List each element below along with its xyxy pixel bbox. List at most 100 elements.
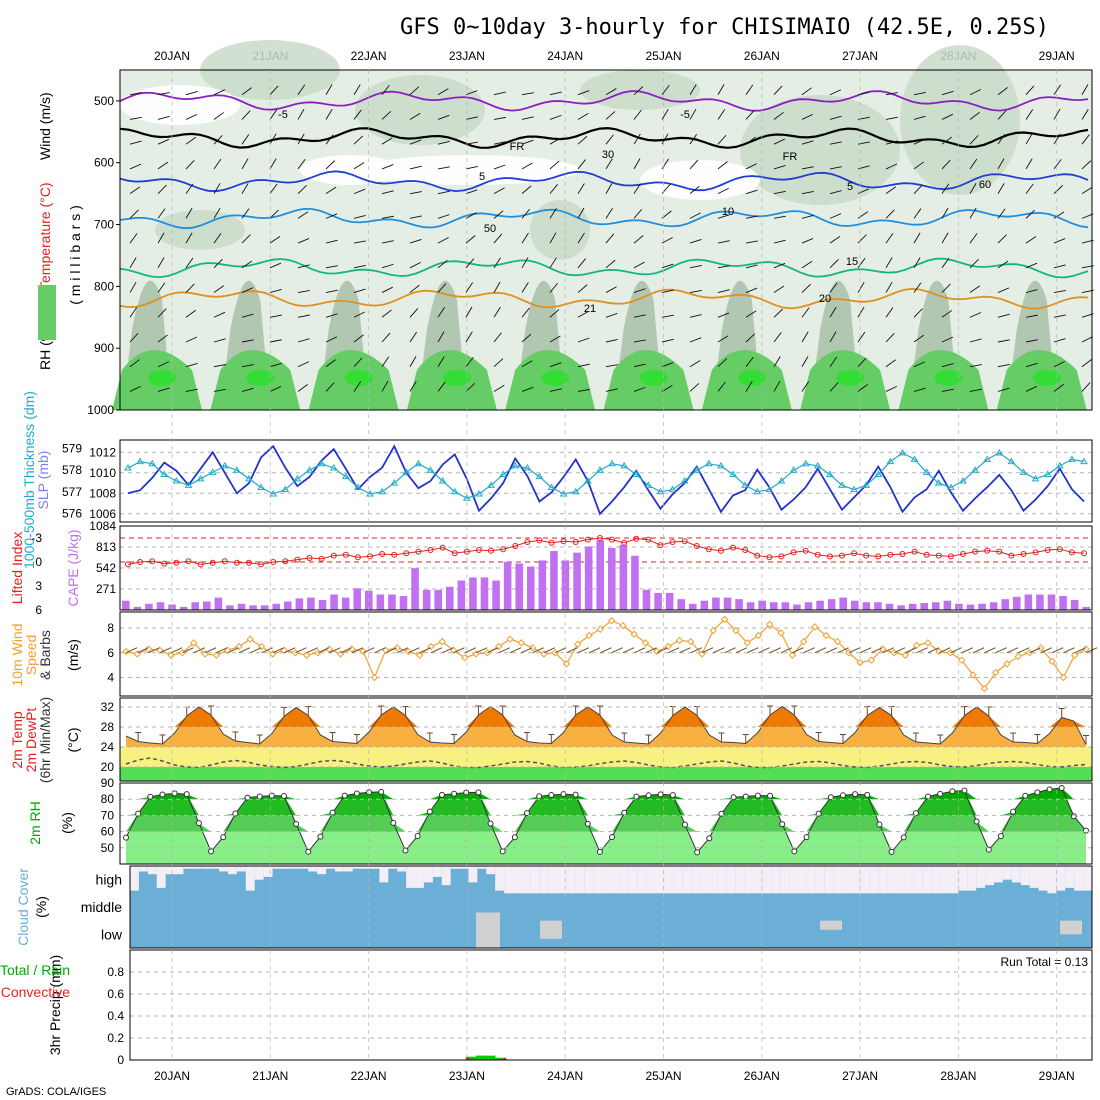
rh-saturated-core [836, 370, 865, 386]
temp-label-b: 2m DewPt [23, 708, 39, 773]
rh2m-marker [973, 818, 980, 825]
wind-barb [465, 235, 476, 244]
rh-saturated-core [639, 370, 668, 386]
wind-barb [157, 184, 167, 194]
thickness-marker [559, 489, 568, 497]
wind-barb [549, 114, 562, 120]
wind-barb [1081, 84, 1089, 95]
wind-barb [521, 282, 529, 293]
millibar-label: ( m i l l i b a r s ) [67, 205, 83, 305]
wind-barb [605, 208, 613, 219]
wind-barb [185, 388, 198, 392]
cape-bar [943, 600, 952, 610]
cape-bar [862, 602, 871, 610]
wind-barb-10m [1018, 647, 1030, 654]
wind-barb [577, 232, 585, 244]
cloud-high-clear [477, 866, 487, 869]
wind-barb [689, 108, 697, 120]
cloud-high-clear [967, 866, 977, 891]
rh2m-marker [827, 794, 834, 801]
wind-barb [213, 311, 226, 318]
wind-barb [241, 158, 249, 170]
wind-barb [941, 183, 950, 194]
wind-barb [465, 90, 478, 96]
thickness-marker [571, 487, 580, 495]
wind-barb-10m [1040, 647, 1053, 654]
wind-barb [885, 233, 894, 244]
cape-bar [480, 577, 489, 610]
wind-barb [661, 338, 674, 343]
cloud-high-clear [673, 866, 683, 894]
li-marker [318, 555, 325, 562]
cloud-high-clear [263, 866, 273, 877]
li-marker [814, 551, 821, 558]
wind-barb [297, 211, 309, 219]
rh2m-ylabels: 2m RH (%) [27, 801, 75, 845]
wind-barb [857, 257, 866, 269]
temp-unit-label: (°C) [65, 727, 81, 752]
wind-barb [297, 338, 310, 343]
rh2m-tick-label: 90 [101, 776, 115, 790]
rh-saturated-core [148, 370, 176, 386]
wind-barb [605, 233, 615, 244]
x-tick-bottom-label: 29JAN [1039, 1069, 1075, 1083]
cape-bar [827, 599, 836, 610]
slp-label: SLP (mb) [35, 451, 51, 510]
wind-barb [577, 207, 585, 219]
rh-saturated-core [344, 370, 373, 386]
wind-barb [717, 335, 729, 343]
rh2m-unit-label: (%) [59, 812, 75, 834]
wind-barb [857, 234, 867, 244]
wind-barb [381, 215, 394, 219]
rh2m-marker [378, 788, 385, 795]
wind-barb [773, 239, 786, 244]
wind-barb [353, 357, 363, 368]
wind-barb [157, 257, 165, 269]
wind-barb [381, 240, 394, 244]
wind-barb [969, 312, 982, 318]
rh2m-marker [220, 834, 227, 841]
wind-barb [773, 111, 784, 120]
wind-barb-10m [554, 647, 567, 654]
wind-speed-marker [528, 644, 537, 652]
cape-bar [781, 602, 790, 610]
cape-bar [527, 566, 535, 610]
wind-barb-10m [362, 647, 375, 654]
wind-barb-10m [566, 647, 578, 654]
thickness-marker [547, 483, 556, 490]
wind-barb-10m [938, 647, 951, 654]
wind-barb [969, 388, 982, 392]
slp-tick-label: 1010 [89, 466, 116, 480]
thickness-marker [450, 487, 459, 495]
precip-tick-label: 0.2 [107, 1031, 124, 1045]
wind-barb [437, 166, 450, 170]
wind-barb [549, 335, 561, 343]
wind-speed-marker [472, 650, 480, 658]
wind-barb [297, 184, 307, 194]
wind-barb [605, 339, 618, 343]
wind-barb [689, 383, 700, 392]
wind-barb [157, 161, 169, 170]
rh-saturated-core [1032, 370, 1061, 386]
cloud-high-clear [415, 866, 424, 888]
wind-frame [119, 611, 1093, 697]
rh2m-marker [669, 792, 676, 799]
wind-barb [773, 380, 781, 392]
wind-barb [241, 134, 250, 145]
wind-barb [689, 337, 702, 343]
wind-barb [297, 108, 305, 120]
thickness-marker [910, 455, 919, 462]
wind-speed-marker [269, 650, 277, 658]
li-marker [512, 543, 519, 549]
wind-barb [661, 263, 674, 269]
wind-speed-marker [506, 635, 514, 643]
cape-tick-label: 542 [96, 561, 116, 575]
wind-speed-marker [867, 656, 876, 664]
wind-barb [633, 183, 641, 194]
rh2m-tick-label: 60 [101, 825, 115, 839]
li-marker [137, 559, 144, 565]
rh2m-marker [596, 848, 603, 855]
thickness-line [127, 452, 1085, 499]
wind-barb [325, 108, 333, 120]
wind-barb [633, 158, 641, 170]
